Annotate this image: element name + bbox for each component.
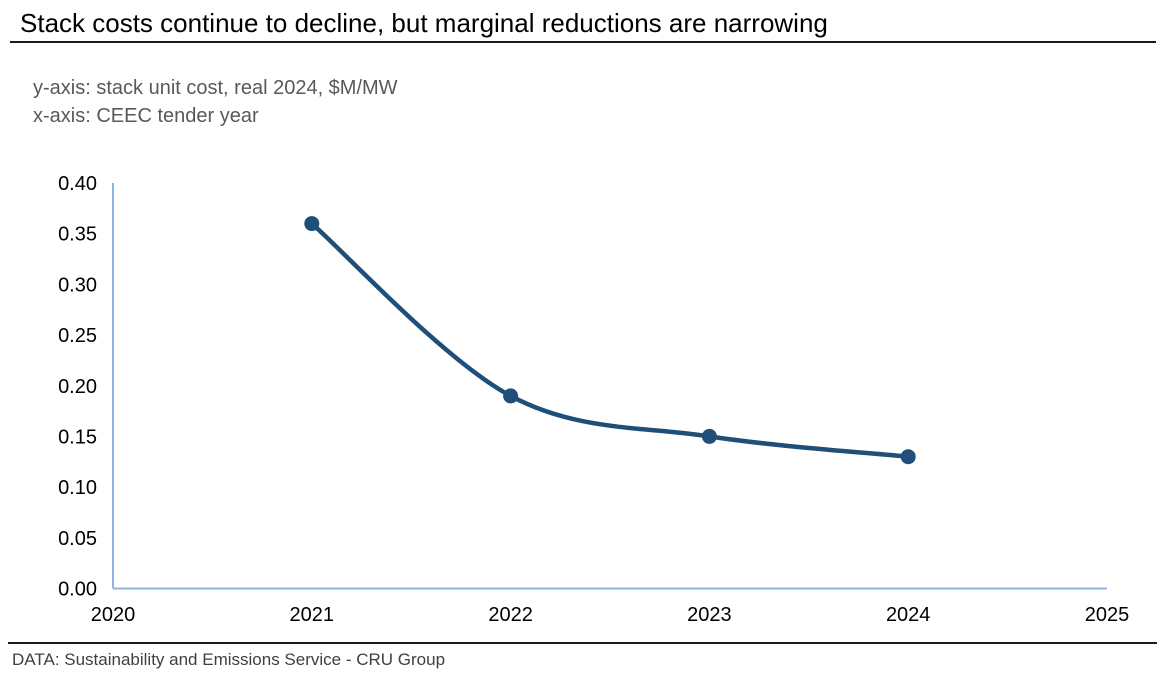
x-tick-label: 2025 — [1085, 604, 1130, 626]
y-tick-label: 0.40 — [58, 173, 97, 195]
title-divider — [10, 41, 1156, 43]
y-tick-label: 0.35 — [58, 224, 97, 246]
x-tick-label: 2024 — [886, 604, 931, 626]
y-tick-label: 0.30 — [58, 274, 97, 296]
y-axis-description: y-axis: stack unit cost, real 2024, $M/M… — [33, 77, 398, 99]
y-tick-label: 0.15 — [58, 426, 97, 448]
data-point-2023 — [701, 428, 717, 444]
y-tick-label: 0.20 — [58, 376, 97, 398]
x-tick-label: 2020 — [91, 604, 136, 626]
data-source: DATA: Sustainability and Emissions Servi… — [12, 650, 446, 669]
footer-divider — [8, 642, 1157, 644]
x-tick-label: 2022 — [488, 604, 533, 626]
data-line — [309, 221, 911, 459]
x-tick-label: 2021 — [290, 604, 335, 626]
chart-title: Stack costs continue to decline, but mar… — [20, 8, 828, 38]
y-tick-label: 0.00 — [58, 579, 97, 601]
y-tick-label: 0.25 — [58, 325, 97, 347]
data-point-2022 — [503, 388, 519, 404]
y-tick-label: 0.05 — [58, 528, 97, 550]
x-axis-description: x-axis: CEEC tender year — [33, 105, 259, 127]
x-tick-label: 2023 — [687, 604, 732, 626]
y-tick-label: 0.10 — [58, 477, 97, 499]
data-point-2021 — [304, 216, 320, 232]
data-point-2024 — [900, 449, 916, 465]
axis-descriptions: y-axis: stack unit cost, real 2024, $M/M… — [33, 74, 398, 130]
